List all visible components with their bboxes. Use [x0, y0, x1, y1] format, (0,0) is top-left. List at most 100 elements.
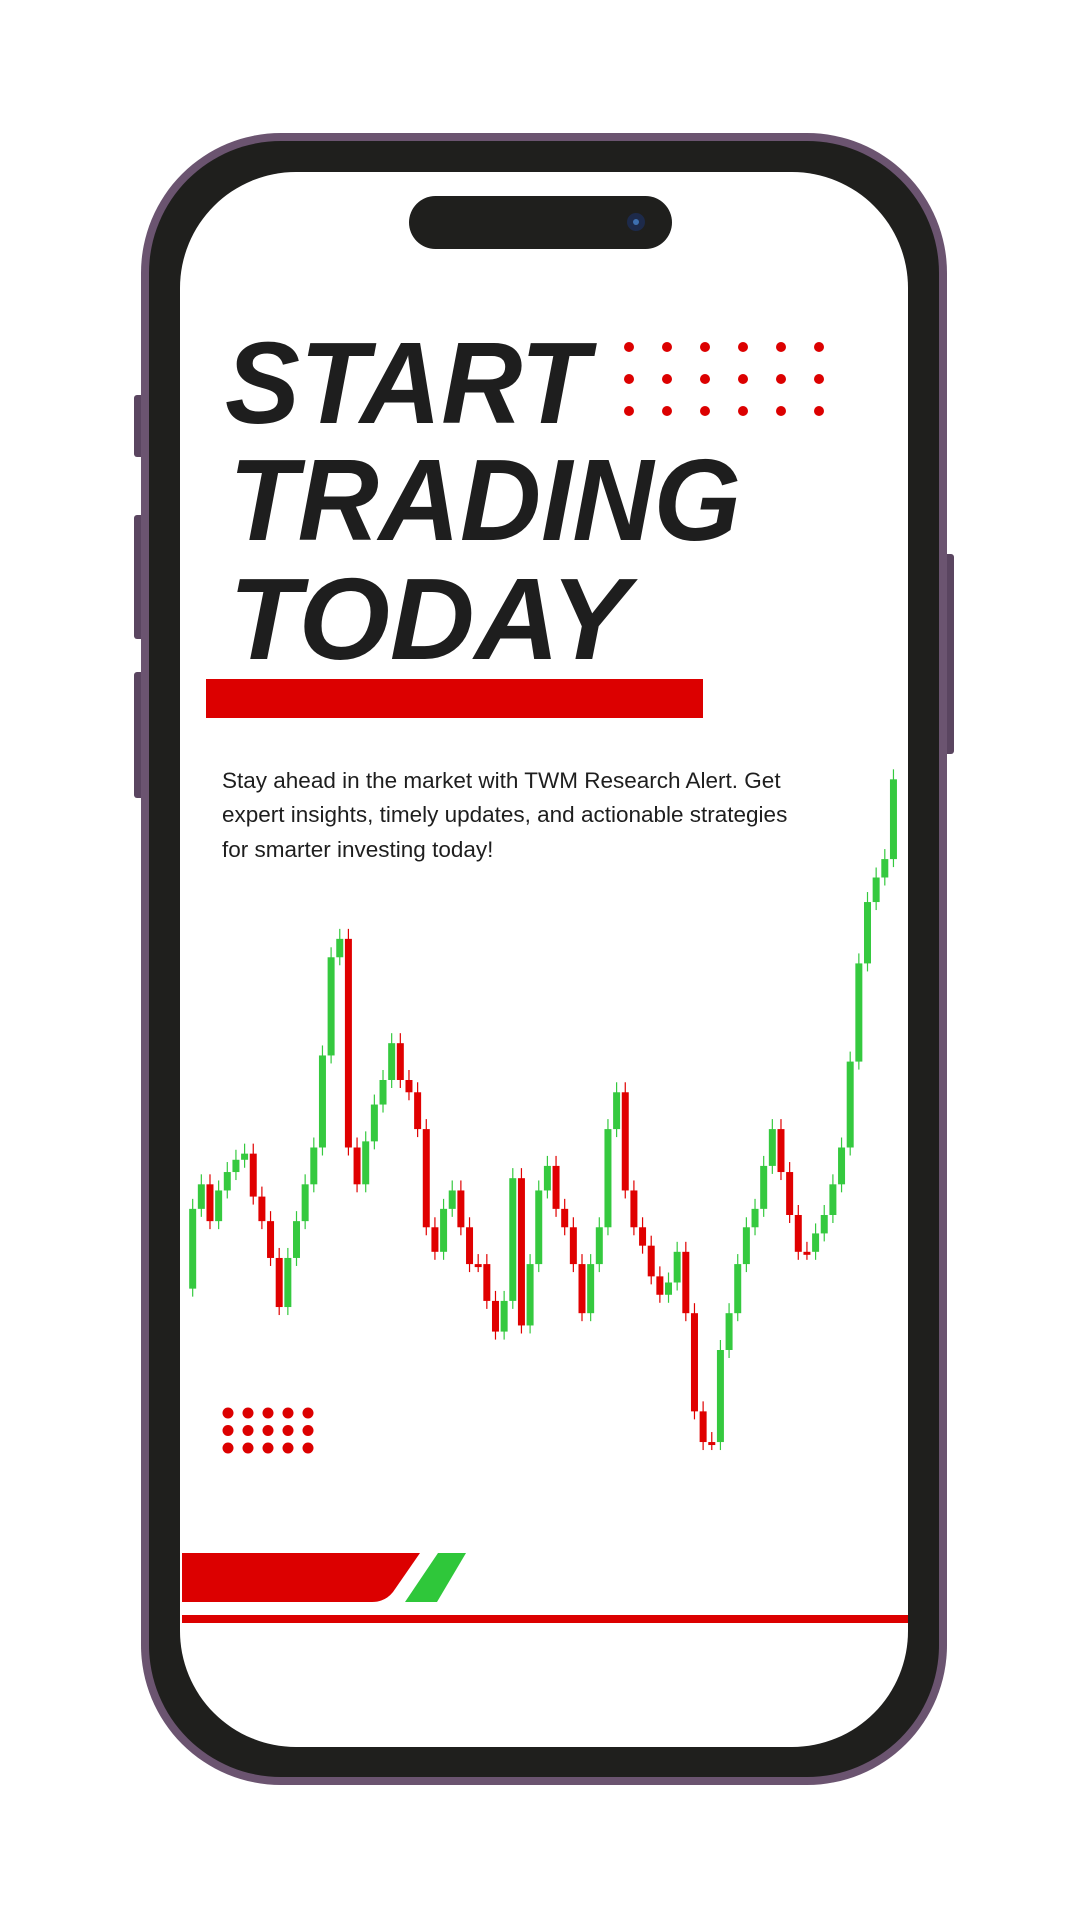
candle-body: [812, 1233, 820, 1252]
footer-red-stripe: [182, 1553, 420, 1602]
candle-body: [232, 1159, 240, 1173]
candle-body: [829, 1184, 837, 1215]
candle-body: [388, 1043, 396, 1080]
candle-body: [889, 779, 897, 860]
dot: [700, 406, 710, 416]
dynamic-island: [409, 196, 672, 249]
footer-line: [182, 1615, 908, 1623]
body-line: for smarter investing today!: [222, 837, 493, 862]
candle-body: [699, 1411, 707, 1443]
candle-body: [301, 1184, 309, 1222]
candle-body: [777, 1129, 785, 1173]
dot: [302, 1442, 314, 1454]
dot: [262, 1442, 274, 1454]
candle-body: [786, 1172, 794, 1215]
dot: [624, 342, 634, 352]
candle-body: [673, 1251, 681, 1283]
candle-body: [267, 1221, 275, 1258]
dot: [662, 406, 672, 416]
dot: [738, 342, 748, 352]
candle-body: [751, 1208, 759, 1228]
dot: [624, 406, 634, 416]
dot: [282, 1407, 294, 1419]
dot: [776, 406, 786, 416]
candle-body: [725, 1313, 733, 1350]
candle-body: [517, 1178, 525, 1326]
candle-body: [500, 1300, 508, 1332]
headline-line: START: [225, 318, 598, 448]
candle-body: [838, 1147, 846, 1185]
candle-body: [483, 1264, 491, 1301]
candle-body: [327, 957, 335, 1056]
candle-body: [708, 1442, 716, 1446]
candle-body: [569, 1227, 577, 1265]
candle-body: [881, 859, 889, 878]
dot: [814, 342, 824, 352]
candle-body: [258, 1196, 266, 1222]
dot: [262, 1425, 274, 1436]
body-line: Stay ahead in the market with TWM Resear…: [222, 768, 781, 793]
dot: [700, 374, 710, 384]
dot: [262, 1407, 274, 1419]
candle-body: [241, 1153, 249, 1160]
candlestick-decoration: [189, 769, 897, 1451]
headline-line: TODAY: [229, 554, 639, 684]
dot: [242, 1425, 254, 1436]
dot-patterns: [222, 342, 824, 1454]
candle-body: [370, 1104, 378, 1142]
candle-body: [630, 1190, 638, 1228]
candle-body: [578, 1264, 586, 1314]
candle-body: [466, 1227, 474, 1265]
candle-body: [665, 1282, 673, 1295]
candle-body: [431, 1227, 439, 1252]
candle-body: [414, 1092, 422, 1130]
candle-body: [215, 1190, 223, 1222]
candle-body: [526, 1264, 534, 1326]
candle-body: [422, 1129, 430, 1228]
camera-lens: [633, 219, 639, 225]
dot: [222, 1442, 234, 1454]
candle-body: [362, 1141, 370, 1185]
candle-body: [604, 1129, 612, 1228]
candle-body: [803, 1251, 811, 1255]
dot: [738, 406, 748, 416]
headline-line: TRADING: [229, 435, 741, 565]
candle-body: [820, 1215, 828, 1234]
candle-body: [734, 1264, 742, 1314]
dot: [222, 1425, 234, 1436]
candle-body: [690, 1313, 698, 1412]
screen: [180, 172, 908, 1747]
candle-body: [509, 1178, 517, 1301]
candle-body: [639, 1227, 647, 1246]
candle-body: [379, 1080, 387, 1105]
candle-body: [206, 1184, 214, 1222]
candle-body: [587, 1264, 595, 1314]
footer-green-stripe: [405, 1553, 466, 1602]
dot: [662, 342, 672, 352]
candle-body: [353, 1147, 361, 1185]
dot: [776, 374, 786, 384]
candle-body: [768, 1129, 776, 1166]
dot: [282, 1425, 294, 1436]
dot: [242, 1407, 254, 1419]
dot: [700, 342, 710, 352]
candle-body: [864, 902, 871, 964]
dot: [814, 374, 824, 384]
candle-body: [855, 963, 863, 1062]
candle-body: [742, 1227, 750, 1265]
candle-body: [491, 1300, 499, 1332]
candle-body: [794, 1215, 802, 1252]
candle-body: [552, 1165, 560, 1209]
candle-body: [474, 1264, 482, 1268]
headline-underline: [206, 679, 703, 718]
body-line: expert insights, timely updates, and act…: [222, 802, 787, 827]
dot: [222, 1407, 234, 1419]
candle-body: [223, 1172, 231, 1191]
candle-body: [656, 1276, 664, 1295]
candle-body: [197, 1184, 205, 1209]
candle-body: [318, 1055, 326, 1148]
candle-body: [310, 1147, 318, 1185]
dot: [662, 374, 672, 384]
